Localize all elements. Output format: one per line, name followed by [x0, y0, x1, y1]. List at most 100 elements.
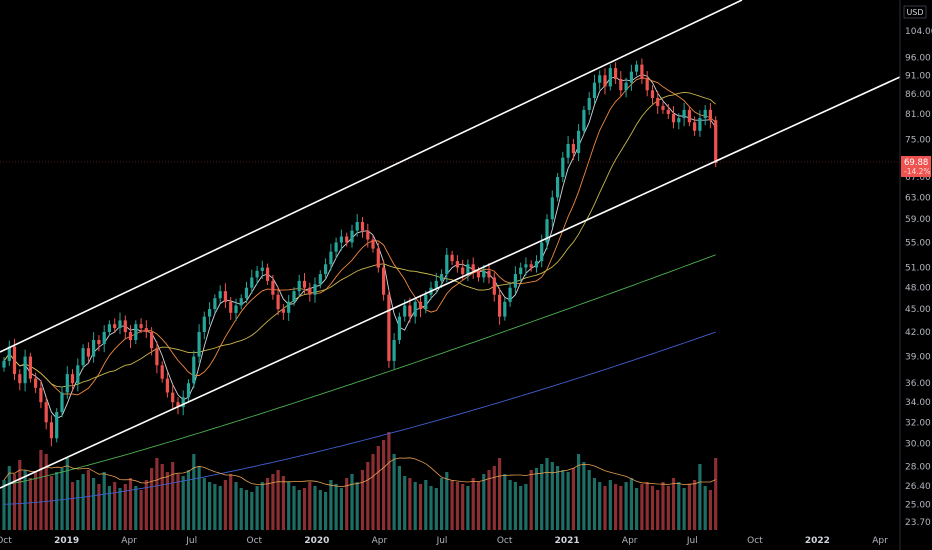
volume-bar: [545, 458, 549, 530]
candle-body: [192, 356, 196, 384]
candle-body: [392, 340, 396, 361]
price-tick: 34.00: [905, 398, 931, 408]
volume-bar: [76, 480, 80, 530]
candle-body: [550, 197, 554, 220]
candle-body: [503, 301, 507, 317]
candle-body: [571, 144, 575, 154]
volume-ma-line: [3, 457, 716, 488]
volume-bar: [18, 460, 22, 530]
candle-body: [134, 324, 138, 340]
channel-lower-line[interactable]: [0, 76, 901, 489]
volume-bar: [698, 464, 702, 530]
price-tick: 55.00: [905, 239, 931, 249]
candle-body: [534, 261, 539, 268]
price-tick: 67.00: [905, 173, 931, 183]
candle-body: [614, 68, 618, 79]
volume-bar: [403, 476, 407, 530]
volume-bar: [202, 478, 206, 530]
candle-body: [107, 324, 111, 332]
candle-body: [181, 397, 185, 408]
volume-bar: [302, 488, 307, 530]
candle-body: [86, 348, 90, 357]
price-tick: 86.00: [905, 90, 931, 100]
candle-body: [44, 402, 48, 423]
volume-bar: [192, 454, 196, 530]
candle-body: [165, 378, 169, 393]
trend-channel[interactable]: [0, 0, 901, 489]
candle-body: [687, 109, 691, 123]
candle-body: [382, 267, 386, 295]
candle-body: [603, 75, 607, 87]
volume-bar: [44, 454, 48, 530]
volume-bar: [34, 472, 38, 530]
candle-body: [208, 309, 212, 317]
time-tick: Apr: [372, 536, 388, 546]
candle-body: [635, 64, 639, 72]
candle-body: [76, 365, 80, 384]
price-tick: 25.00: [905, 500, 931, 510]
currency-box: [903, 5, 927, 19]
ma-line: [3, 91, 716, 388]
volume-bar: [260, 482, 264, 530]
candle-body: [202, 316, 206, 332]
volume-bar: [466, 486, 470, 530]
volume-bar: [287, 482, 291, 530]
candle-body: [113, 324, 117, 329]
candle-body: [176, 402, 180, 408]
time-tick: 2020: [304, 536, 329, 546]
time-axis[interactable]: Oct 2019 Apr Jul Oct 2020 Apr Jul Oct 2021 Apr Jul O…: [0, 536, 888, 546]
candle-body: [313, 284, 317, 295]
volume-bar: [271, 474, 275, 530]
volume-bar: [350, 474, 354, 530]
candle-body: [155, 348, 159, 366]
moving-averages: [3, 73, 717, 505]
price-tick: 36.00: [905, 379, 931, 389]
volume-bar: [587, 470, 591, 530]
candle-body: [345, 236, 349, 243]
candle-body: [598, 75, 602, 83]
volume-bar: [376, 446, 380, 530]
currency-label: USD: [906, 8, 923, 17]
price-tick: 23.70: [905, 518, 931, 528]
price-axis[interactable]: USD 104.00 96.00 91.00 86.00 81.00 75.00 69.88…: [899, 0, 932, 550]
time-tick: Oct: [0, 536, 12, 546]
volume-bar: [12, 474, 17, 530]
price-tick: 45.00: [905, 305, 931, 315]
candle-body: [666, 109, 670, 114]
candle-body: [545, 219, 549, 243]
price-tick: 32.00: [905, 418, 931, 428]
candle-body: [608, 68, 612, 87]
candle-body: [577, 130, 581, 154]
candle-body: [582, 109, 586, 131]
candle-body: [482, 270, 486, 278]
volume-bars: [2, 432, 718, 530]
time-tick: Jul: [436, 536, 448, 546]
volume-bar: [102, 472, 106, 530]
candle-body: [266, 267, 270, 281]
candle-body: [18, 374, 22, 384]
volume-bar: [566, 472, 570, 530]
candle-body: [424, 294, 428, 310]
volume-bar: [55, 472, 59, 530]
volume-bar: [513, 482, 517, 530]
candle-body: [629, 71, 633, 83]
candle-body: [540, 242, 544, 262]
candle-body: [70, 374, 75, 384]
candle-body: [698, 118, 702, 131]
volume-bar: [550, 462, 554, 530]
candle-body: [60, 392, 64, 413]
time-tick: Oct: [497, 536, 513, 546]
candle-body: [250, 277, 254, 288]
candle-body: [123, 320, 127, 333]
candle-body: [524, 264, 528, 268]
volume-bar: [371, 454, 375, 530]
volume-bar: [561, 470, 565, 530]
channel-upper-line[interactable]: [0, 0, 743, 353]
candle-body: [561, 157, 565, 177]
price-tick: 63.00: [905, 193, 931, 203]
candle-body: [318, 274, 322, 285]
volume-bar: [366, 462, 370, 530]
ma-line: [3, 73, 717, 419]
volume-bar: [682, 488, 686, 530]
